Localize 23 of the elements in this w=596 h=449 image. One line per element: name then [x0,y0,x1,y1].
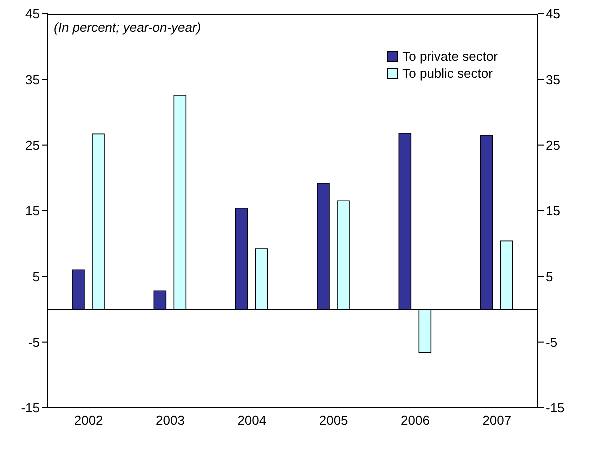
legend-label: To private sector [402,48,498,65]
x-tick-label: 2002 [74,413,104,428]
y-tick-label: 15 [26,204,40,219]
y2-tick-label: -15 [546,400,565,416]
y2-tick-label: 35 [546,72,560,88]
y2-tick-label: 25 [546,138,560,153]
y-tick-label: 45 [26,6,40,22]
x-tick-label: 2007 [482,413,512,428]
y-tick-label: -15 [21,400,40,416]
y-tick-label: 5 [32,269,40,284]
x-tick-label: 2004 [238,413,267,428]
y-tick-label: -5 [28,334,40,350]
x-tick-label: 2005 [319,413,348,428]
annotation: (In percent; year-on-year) [54,20,202,35]
y2-tick-label: 5 [546,269,554,284]
legend-label: To public sector [402,65,493,82]
y-tick-label: 35 [26,72,40,88]
y2-tick-label: -5 [546,334,558,350]
x-tick-label: 2003 [156,413,185,428]
y2-tick-label: 45 [546,6,560,22]
y2-tick-label: 15 [546,204,560,219]
x-tick-label: 2006 [401,413,430,428]
y-tick-label: 25 [26,138,40,153]
